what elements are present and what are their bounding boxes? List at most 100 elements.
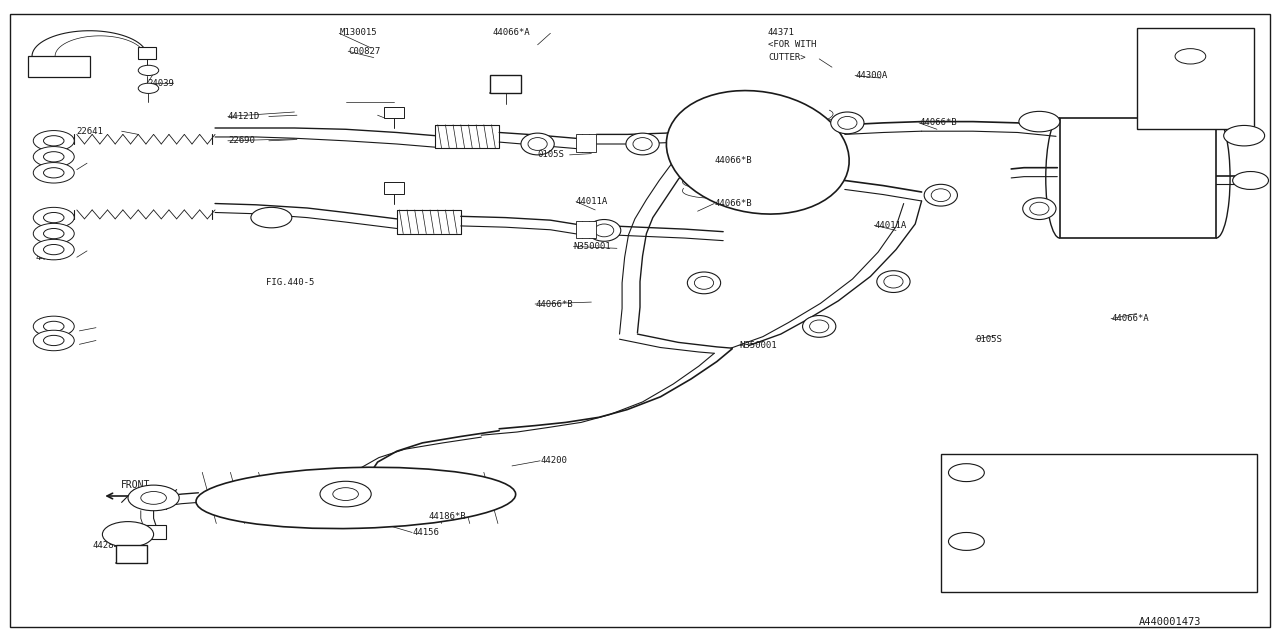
Circle shape [44, 244, 64, 255]
Text: 44011A: 44011A [874, 221, 906, 230]
Text: 1: 1 [1242, 131, 1247, 141]
Text: <FOR WITH: <FOR WITH [768, 40, 817, 49]
Text: 44300A: 44300A [855, 71, 887, 80]
Circle shape [44, 136, 64, 146]
FancyBboxPatch shape [941, 454, 1257, 592]
Ellipse shape [831, 112, 864, 134]
Circle shape [128, 485, 179, 511]
Text: A: A [129, 549, 134, 559]
Text: N370009: N370009 [36, 326, 73, 335]
Text: CUTTER>: CUTTER> [1203, 85, 1240, 94]
Text: 1: 1 [1037, 116, 1042, 127]
Ellipse shape [687, 272, 721, 294]
Text: 44184: 44184 [36, 253, 63, 262]
Circle shape [33, 330, 74, 351]
Text: C00827: C00827 [348, 47, 380, 56]
FancyBboxPatch shape [1137, 28, 1254, 129]
Text: 44066*A: 44066*A [493, 28, 530, 36]
Ellipse shape [694, 276, 714, 289]
Text: A440001473: A440001473 [1139, 617, 1202, 627]
Circle shape [333, 488, 358, 500]
Circle shape [33, 316, 74, 337]
FancyBboxPatch shape [576, 134, 596, 152]
Text: 1: 1 [964, 468, 969, 477]
Text: 22641: 22641 [77, 127, 104, 136]
Text: 44011A: 44011A [576, 197, 608, 206]
Text: 44066*B: 44066*B [714, 199, 751, 208]
Ellipse shape [809, 320, 829, 333]
Ellipse shape [588, 220, 621, 241]
Text: 44066*B: 44066*B [535, 300, 572, 308]
Circle shape [44, 335, 64, 346]
Circle shape [44, 321, 64, 332]
Text: 44066*A: 44066*A [1111, 314, 1148, 323]
Ellipse shape [626, 133, 659, 155]
Ellipse shape [667, 91, 849, 214]
Text: 44184: 44184 [36, 165, 63, 174]
Circle shape [33, 239, 74, 260]
Circle shape [1175, 49, 1206, 64]
Text: 44371: 44371 [768, 28, 795, 36]
Circle shape [33, 131, 74, 151]
Ellipse shape [803, 316, 836, 337]
Text: 44066*B: 44066*B [714, 156, 751, 164]
Circle shape [33, 223, 74, 244]
Text: FRONT: FRONT [122, 480, 150, 490]
Text: 44156: 44156 [412, 528, 439, 537]
Circle shape [33, 207, 74, 228]
Text: 2: 2 [964, 536, 969, 547]
Text: N370009: N370009 [36, 340, 73, 349]
Text: M250076<-C1206>: M250076<-C1206> [1002, 515, 1083, 524]
Circle shape [138, 83, 159, 93]
Circle shape [1224, 125, 1265, 146]
Circle shape [44, 168, 64, 178]
FancyBboxPatch shape [116, 545, 147, 563]
Text: 44121D: 44121D [228, 112, 260, 121]
Ellipse shape [877, 271, 910, 292]
Circle shape [102, 522, 154, 547]
Ellipse shape [883, 275, 904, 288]
Text: 22690: 22690 [228, 136, 255, 145]
Text: A51014  <C1206->: A51014 <C1206-> [1002, 566, 1088, 575]
Text: <FOR WITH: <FOR WITH [1203, 71, 1252, 80]
Circle shape [1233, 172, 1268, 189]
Circle shape [251, 207, 292, 228]
Text: 44066*B: 44066*B [919, 118, 956, 127]
Ellipse shape [521, 133, 554, 155]
Ellipse shape [1030, 202, 1050, 215]
Ellipse shape [196, 467, 516, 529]
FancyBboxPatch shape [576, 221, 596, 238]
Circle shape [948, 463, 984, 482]
Circle shape [44, 152, 64, 162]
Circle shape [948, 532, 984, 550]
Text: 0100S: 0100S [1002, 468, 1032, 477]
Ellipse shape [632, 138, 652, 150]
Text: 44200: 44200 [540, 456, 567, 465]
FancyBboxPatch shape [1060, 118, 1216, 238]
FancyBboxPatch shape [384, 182, 404, 194]
Text: 44371: 44371 [1203, 56, 1230, 65]
Ellipse shape [838, 116, 858, 129]
Ellipse shape [1023, 198, 1056, 220]
Circle shape [44, 228, 64, 239]
Text: 0105S: 0105S [538, 150, 564, 159]
Text: M130015: M130015 [339, 28, 376, 36]
FancyBboxPatch shape [384, 107, 404, 118]
Ellipse shape [529, 138, 548, 150]
Text: 44186*B: 44186*B [429, 512, 466, 521]
FancyBboxPatch shape [128, 525, 166, 539]
Circle shape [33, 163, 74, 183]
Text: CUTTER>: CUTTER> [768, 53, 805, 62]
Circle shape [320, 481, 371, 507]
Circle shape [33, 147, 74, 167]
Ellipse shape [931, 189, 950, 202]
FancyBboxPatch shape [138, 47, 156, 59]
Text: FIG.440-5: FIG.440-5 [266, 278, 315, 287]
Circle shape [44, 212, 64, 223]
FancyBboxPatch shape [28, 56, 90, 77]
Circle shape [138, 65, 159, 76]
Text: 2: 2 [269, 212, 274, 223]
Text: N350001: N350001 [573, 242, 611, 251]
Text: A: A [503, 79, 508, 89]
Circle shape [1019, 111, 1060, 132]
